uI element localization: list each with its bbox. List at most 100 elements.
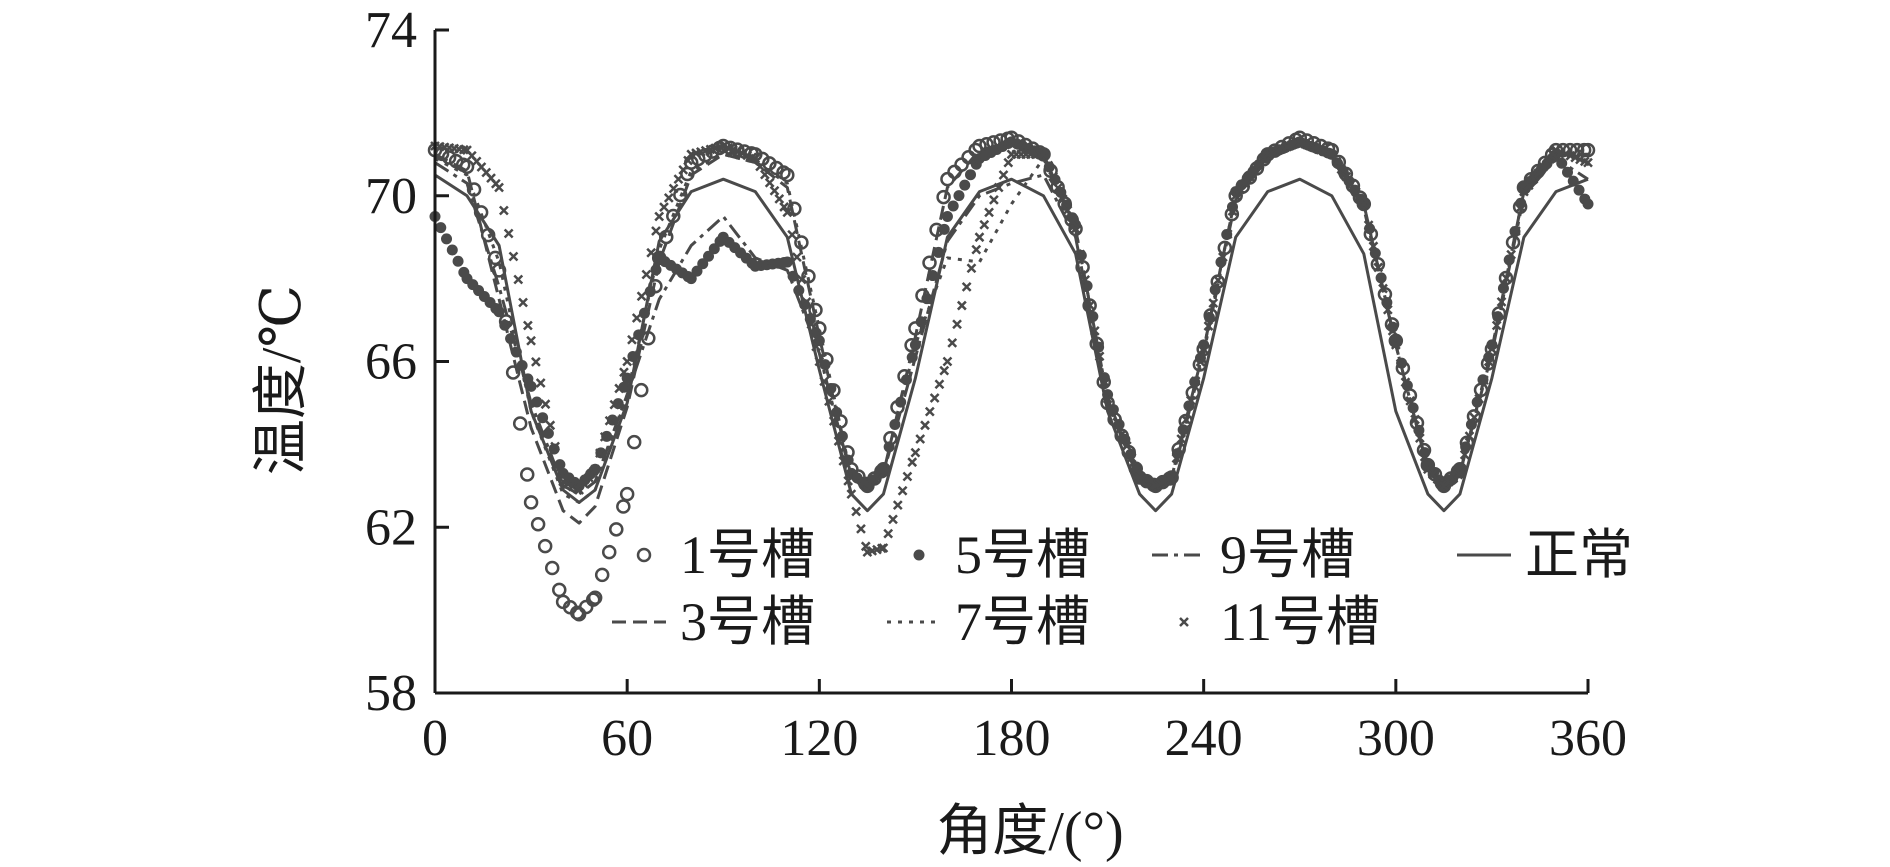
data-point <box>685 273 697 285</box>
data-point <box>1382 304 1393 315</box>
data-point <box>1085 300 1095 311</box>
data-point <box>1057 194 1068 204</box>
data-point <box>907 457 918 468</box>
data-point <box>512 416 528 431</box>
data-point <box>972 138 987 154</box>
data-point <box>774 193 785 204</box>
data-point <box>1491 320 1502 331</box>
data-point <box>498 205 509 216</box>
data-point <box>801 296 812 307</box>
data-point <box>554 459 566 471</box>
legend-item: 正常 <box>1457 525 1633 585</box>
data-point <box>936 189 951 205</box>
legend-item: 5号槽 <box>913 525 1090 585</box>
data-point <box>1075 249 1086 260</box>
data-point <box>1506 249 1517 260</box>
data-point <box>1217 252 1228 262</box>
data-point <box>929 393 940 403</box>
data-point <box>1378 283 1388 294</box>
data-point <box>956 300 967 311</box>
data-point <box>808 302 823 318</box>
data-point <box>1368 241 1379 252</box>
axes-layer: 58 62 66 70 74 0 60 120 180 240 300 360 <box>365 2 1627 767</box>
data-point <box>1496 296 1507 307</box>
data-point <box>519 467 535 482</box>
data-point <box>932 246 944 258</box>
data-point <box>550 441 560 452</box>
x-tick-label: 300 <box>1357 710 1435 767</box>
data-point <box>1582 198 1594 210</box>
data-point <box>1166 472 1177 483</box>
data-point <box>1469 412 1480 423</box>
data-point <box>954 157 969 172</box>
data-point <box>631 313 642 323</box>
data-point <box>942 356 953 367</box>
data-point <box>646 247 657 258</box>
data-point <box>435 222 447 234</box>
data-point <box>513 274 524 285</box>
legend-label: 5号槽 <box>955 525 1090 585</box>
data-point <box>1102 393 1113 404</box>
data-point <box>1373 262 1384 273</box>
data-point <box>1395 358 1406 369</box>
legend-label: 9号槽 <box>1220 525 1355 585</box>
data-point <box>537 412 549 424</box>
data-point <box>1195 357 1206 367</box>
data-point <box>953 190 965 202</box>
data-point <box>585 592 601 607</box>
data-point <box>651 226 661 236</box>
x-tick-label: 360 <box>1549 710 1627 767</box>
series-line <box>434 140 1588 525</box>
data-point <box>1171 453 1182 464</box>
data-point <box>523 495 539 510</box>
data-point <box>971 244 982 255</box>
data-point <box>587 590 603 605</box>
data-point <box>446 244 458 256</box>
data-point <box>1414 433 1425 444</box>
series-line <box>434 144 1589 496</box>
data-point <box>668 183 679 194</box>
legend-item: 7号槽 <box>887 592 1090 652</box>
data-point <box>616 499 631 514</box>
data-point <box>1107 405 1118 416</box>
data-point <box>601 544 617 560</box>
data-point <box>787 229 797 240</box>
data-point <box>621 372 633 384</box>
data-point <box>838 456 849 466</box>
data-point <box>604 415 615 426</box>
data-point <box>1070 224 1081 234</box>
data-point <box>1483 356 1494 367</box>
data-point <box>1176 434 1187 444</box>
x-tick-label: 60 <box>601 710 653 767</box>
x-tick-label: 180 <box>973 710 1051 767</box>
data-point <box>1474 393 1484 404</box>
data-point <box>508 251 519 262</box>
data-point <box>846 489 857 499</box>
data-point <box>555 462 565 473</box>
x-tick-label: 240 <box>1165 710 1243 767</box>
data-point <box>1121 441 1132 451</box>
data-point <box>1160 475 1171 486</box>
legend-item: 9号槽 <box>1152 525 1355 585</box>
data-point <box>760 169 770 180</box>
data-point <box>1464 431 1475 441</box>
data-point <box>535 378 546 388</box>
data-point <box>782 207 793 218</box>
y-tick-label: 62 <box>365 499 417 556</box>
data-point <box>1038 149 1049 160</box>
data-point <box>947 200 959 212</box>
data-point <box>1358 199 1369 209</box>
data-point <box>819 376 830 387</box>
data-point <box>1326 149 1337 160</box>
data-point <box>856 524 866 534</box>
data-point <box>441 233 453 245</box>
data-point <box>833 436 844 446</box>
data-point <box>811 341 822 352</box>
data-point <box>780 167 795 183</box>
data-point <box>626 434 642 450</box>
legend: 1号槽 5号槽 9号槽 正常 3号槽 7号槽 11号槽 <box>612 525 1633 652</box>
data-point <box>634 382 649 398</box>
data-point <box>530 517 546 532</box>
data-point <box>1583 157 1593 168</box>
